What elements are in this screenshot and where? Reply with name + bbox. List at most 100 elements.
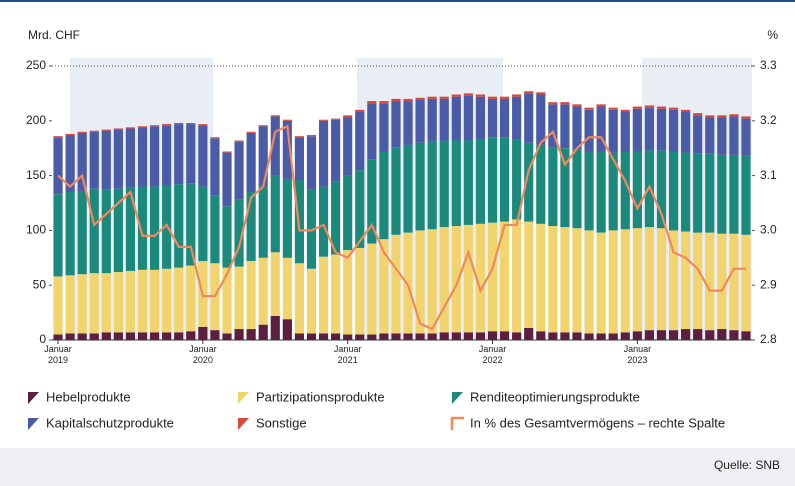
bar [367,159,377,244]
bar [174,122,184,125]
bar [222,152,232,207]
bar [101,129,111,131]
legend-swatch [238,392,249,404]
bar [137,332,148,340]
bar [717,115,727,118]
legend-swatch [28,392,39,404]
bar [717,329,727,340]
y2-tick-label: 2.8 [760,332,777,346]
bar [162,268,172,333]
bar [246,131,256,133]
bar [572,149,582,229]
bar [536,92,546,95]
bar [475,96,486,140]
bar [608,333,618,340]
bar [246,192,256,262]
bar [439,227,449,333]
bar [572,104,582,107]
bar [77,274,87,334]
bar [162,124,172,126]
bar [475,139,486,224]
bar [331,254,341,334]
bar [343,250,353,335]
bar [379,103,389,152]
bar [500,137,510,222]
bar [355,247,365,335]
bar [608,152,618,231]
y-tick-label: 150 [26,168,46,182]
bar [53,136,63,138]
legend-label: Sonstige [256,415,307,430]
bar [451,96,461,141]
bar [331,118,341,120]
x-tick-label: Januar 2021 [334,344,362,365]
bar [65,133,75,136]
bar [620,229,630,333]
bar [331,181,341,255]
y2-tick-label: 3.0 [760,223,777,237]
bar [572,106,582,150]
bar [656,106,667,109]
bar [487,331,498,340]
bar [258,186,268,258]
bar [125,187,136,271]
line [57,124,746,331]
bar [572,228,582,333]
bar [681,152,691,232]
bar [125,127,136,129]
bar [282,120,292,179]
bar [150,186,160,270]
bar [258,257,268,325]
bar [548,102,558,105]
bar [693,153,703,233]
bar [463,332,473,340]
bar [53,137,63,195]
bar [403,144,413,233]
bar [89,130,99,132]
y2-tick-label: 3.1 [760,168,777,182]
bar [524,91,534,94]
bar [632,106,642,109]
bar [294,333,304,340]
bar [282,119,292,121]
bar [367,101,377,104]
bar [65,333,75,340]
bar [186,183,196,266]
source: Quelle: SNB [714,458,780,472]
bar [318,119,329,121]
y-axis-label: Mrd. CHF [28,28,80,42]
bar [475,332,486,340]
bar [620,151,630,230]
bar [632,331,642,340]
bar [258,324,268,340]
bar [101,332,111,340]
bar [125,128,136,188]
bar [524,93,534,143]
bar [741,116,751,119]
bar [729,233,739,331]
legend-label: Partizipationsprodukte [256,389,385,404]
bar [53,194,63,277]
bar [137,269,148,333]
bar [500,221,510,332]
bar [162,125,172,186]
bar [318,256,329,334]
bar [608,109,618,153]
bar [512,96,522,140]
bar [113,272,123,333]
bar [331,333,341,340]
bar [246,329,256,340]
bar [198,326,208,340]
y-tick-label: 50 [33,277,47,291]
bar [427,96,437,99]
bar [548,332,558,340]
bar [198,125,208,187]
bar [596,104,606,107]
bar [705,232,715,331]
bar [524,221,534,328]
bar [668,230,679,331]
bar [729,114,739,117]
bar [343,175,353,251]
bar [294,263,304,334]
